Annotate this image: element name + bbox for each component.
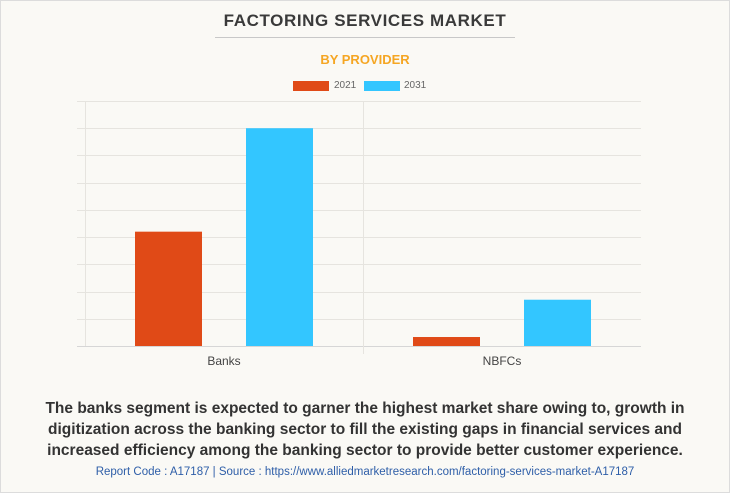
title-divider — [215, 37, 515, 38]
bar-banks-2031 — [246, 128, 313, 346]
legend-label-2031: 2031 — [404, 80, 427, 91]
bar-chart: Banks NBFCs — [77, 101, 641, 368]
chart-subtitle: BY PROVIDER — [320, 52, 410, 67]
chart-title: FACTORING SERVICES MARKET — [223, 11, 507, 30]
source-line: Report Code : A17187 | Source : https://… — [95, 466, 635, 478]
bar-nbfcs-2031 — [524, 299, 591, 346]
legend-swatch-2031 — [364, 81, 400, 91]
bar-banks-2021 — [135, 231, 202, 346]
x-axis-labels: Banks NBFCs — [207, 354, 521, 368]
bars — [135, 128, 591, 346]
x-tick-label-banks: Banks — [207, 354, 240, 368]
bar-nbfcs-2021 — [413, 337, 480, 346]
legend-label-2021: 2021 — [334, 80, 357, 91]
legend-swatch-2021 — [293, 81, 329, 91]
x-tick-label-nbfcs: NBFCs — [483, 354, 522, 368]
chart-description: The banks segment is expected to garner … — [45, 400, 685, 459]
